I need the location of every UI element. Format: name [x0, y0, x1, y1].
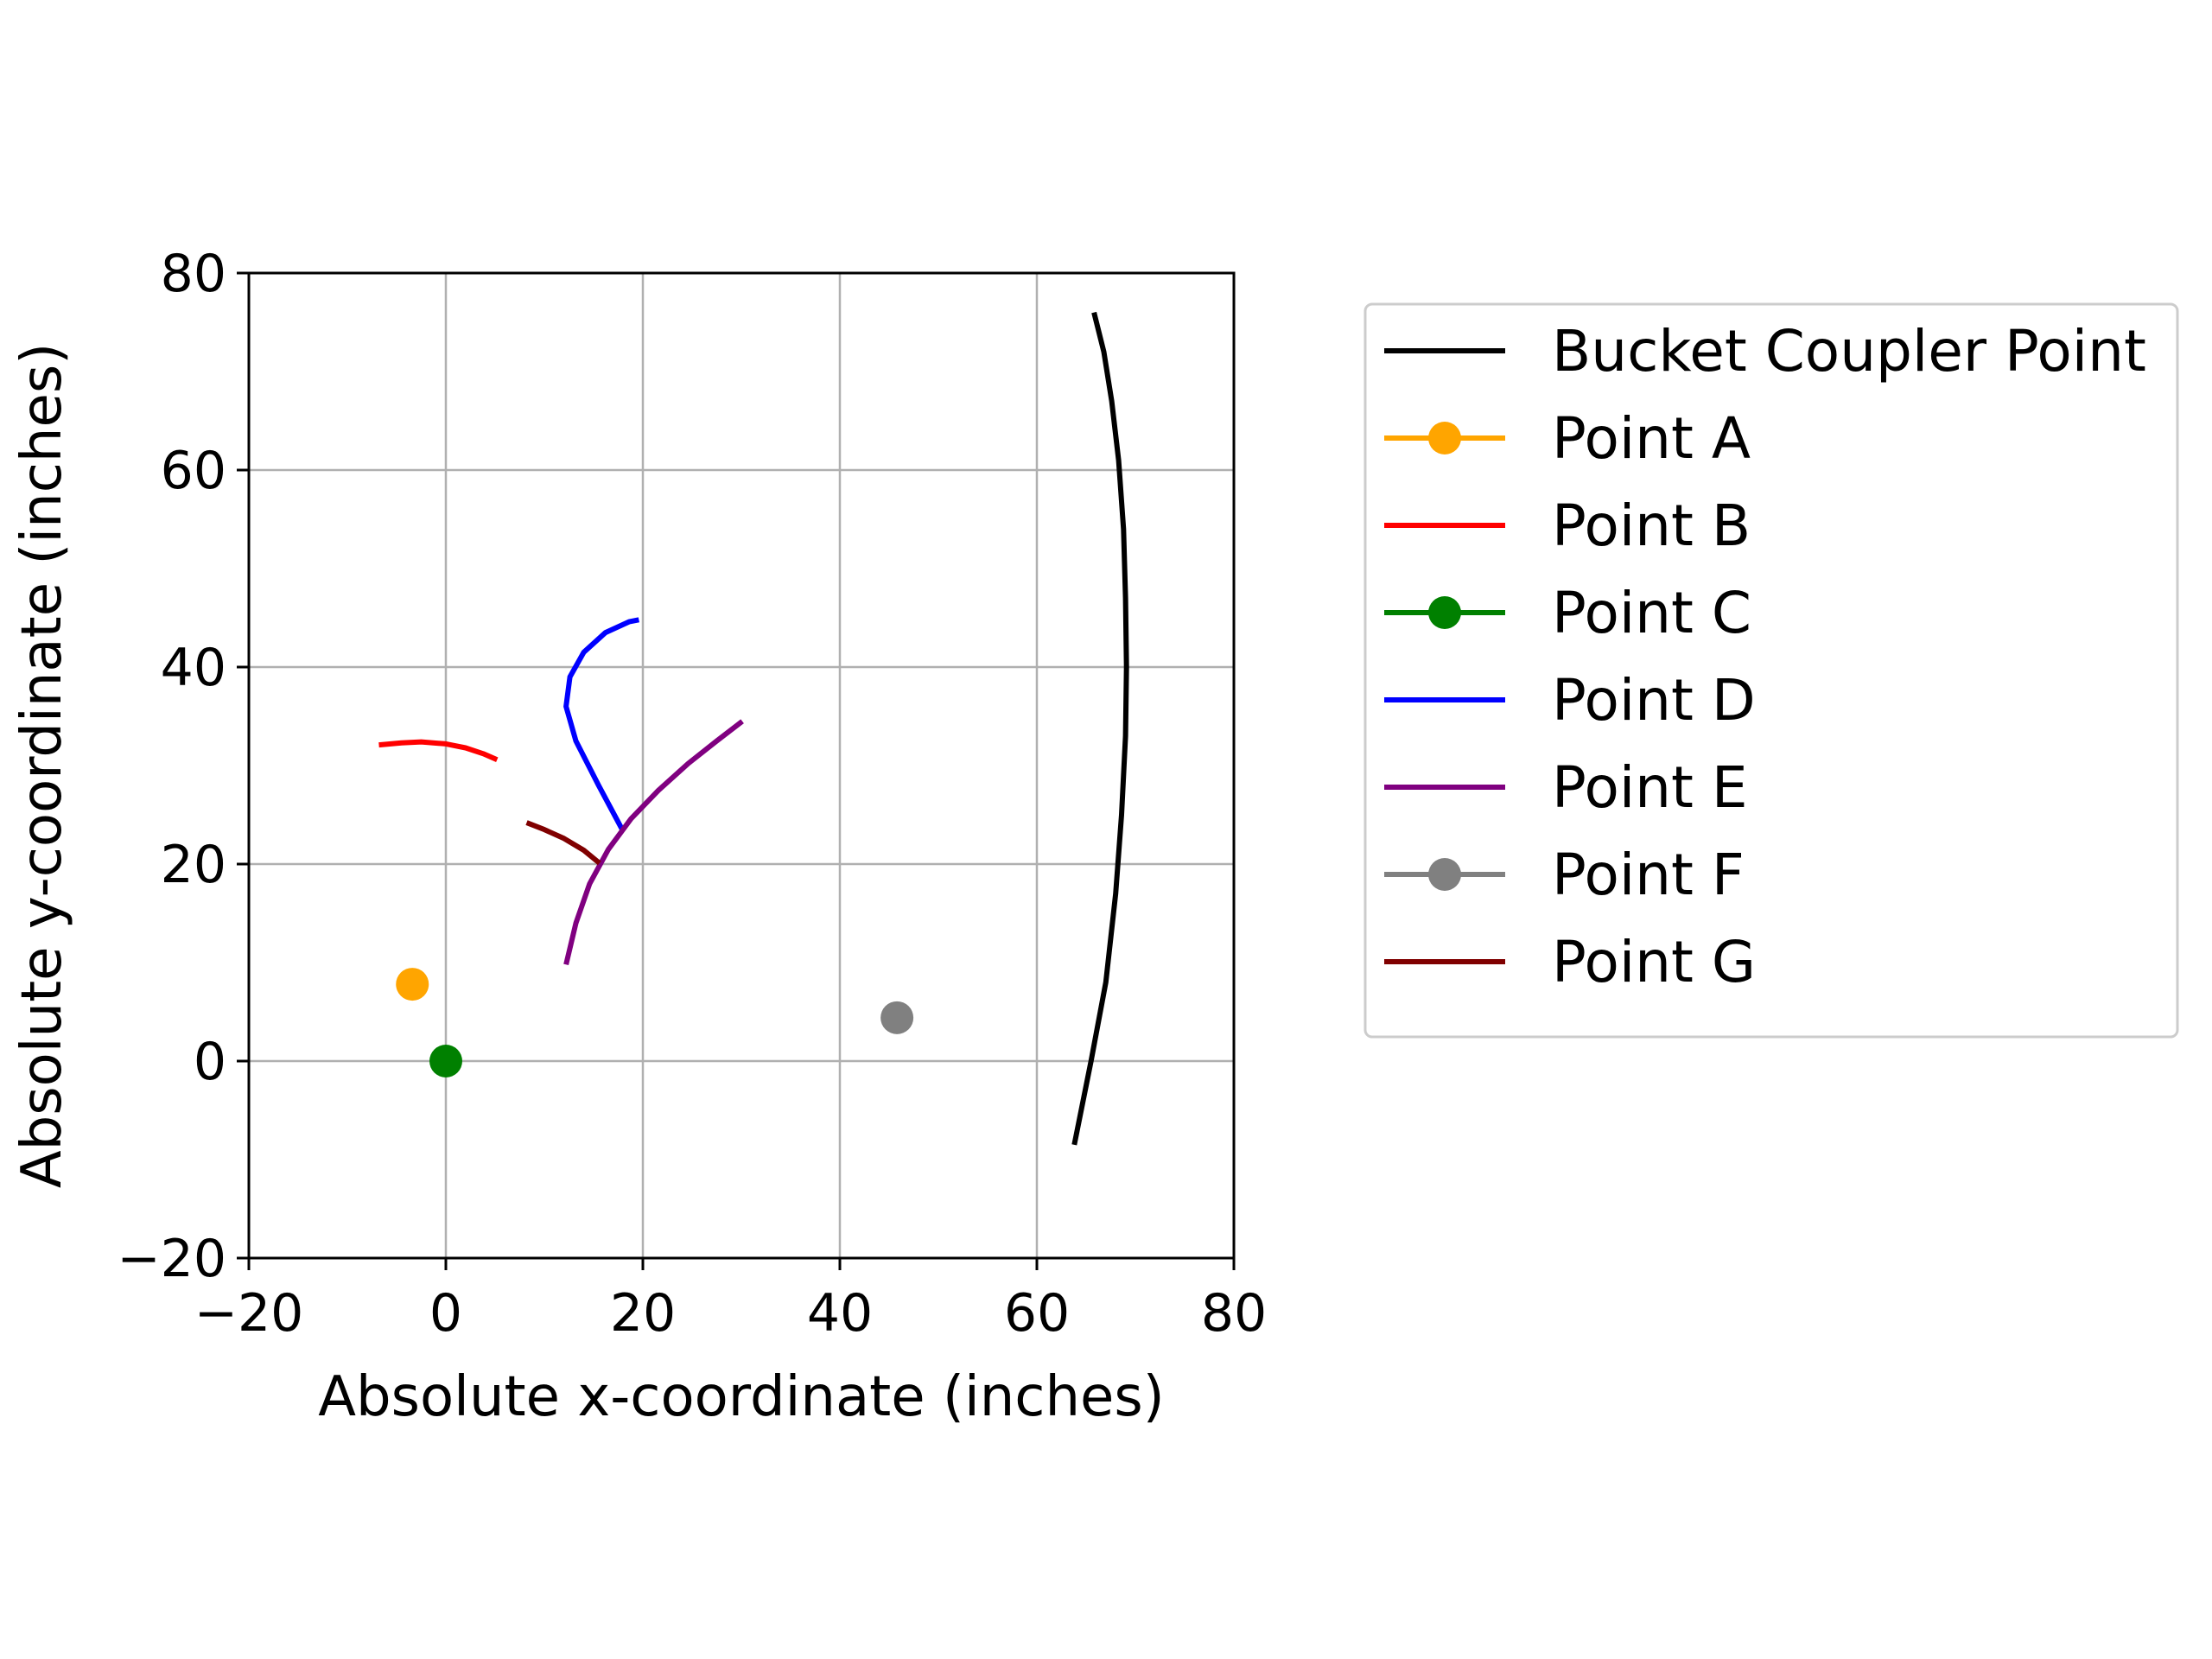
series-line-point-b	[378, 739, 499, 762]
grid-lines	[247, 271, 1236, 1260]
legend-label: Point A	[1552, 405, 1751, 472]
point-marker-point-c	[429, 1045, 462, 1077]
series-line-bucket-coupler-point	[1071, 311, 1129, 1146]
y-tick-label: 80	[161, 244, 226, 304]
x-axis-label: Absolute x-coordinate (inches)	[318, 1365, 1164, 1429]
legend-entry-point-d: Point D	[1384, 667, 1756, 734]
legend-label: Point D	[1552, 667, 1756, 734]
y-axis-label: Absolute y-coordinate (inches)	[10, 343, 74, 1188]
legend-entry-point-g: Point G	[1384, 929, 1756, 995]
legend-entry-point-c: Point C	[1384, 580, 1751, 646]
legend-label: Point G	[1552, 929, 1756, 995]
plot-frame	[247, 271, 1236, 1260]
x-tick-label: −20	[194, 1283, 304, 1344]
series-line-point-d	[563, 617, 639, 831]
series-line-point-g	[525, 820, 601, 866]
legend-entry-point-e: Point E	[1384, 754, 1748, 821]
series-lines	[378, 311, 1129, 1146]
legend-label: Point F	[1552, 842, 1745, 908]
y-tick-label: −20	[117, 1229, 226, 1289]
legend-label: Point C	[1552, 580, 1751, 646]
y-tick-label: 60	[161, 441, 226, 501]
legend: Bucket Coupler Point Point A Point B Point …	[1363, 302, 2179, 1039]
legend-entry-point-b: Point B	[1384, 493, 1751, 559]
legend-marker	[1428, 858, 1461, 891]
legend-label: Point E	[1552, 754, 1748, 821]
ticks: −20 0 20 40 60 80 −20 0 20 40 60 80	[117, 244, 1267, 1344]
legend-marker	[1428, 596, 1461, 629]
x-tick-label: 40	[807, 1283, 873, 1344]
y-tick-label: 0	[194, 1032, 226, 1092]
legend-box	[1363, 302, 2179, 1039]
point-marker-point-f	[880, 1001, 914, 1034]
x-tick-label: 80	[1201, 1283, 1267, 1344]
legend-label: Bucket Coupler Point	[1552, 318, 2146, 385]
point-marker-point-a	[396, 968, 429, 1001]
legend-entry-bucket-coupler-point: Bucket Coupler Point	[1384, 318, 2146, 385]
x-tick-label: 0	[429, 1283, 462, 1344]
legend-label: Point B	[1552, 493, 1751, 559]
x-tick-label: 20	[610, 1283, 676, 1344]
legend-marker	[1428, 422, 1461, 454]
x-tick-label: 60	[1004, 1283, 1070, 1344]
y-tick-label: 20	[161, 835, 226, 895]
series-line-point-e	[563, 719, 744, 965]
legend-entry-point-a: Point A	[1384, 405, 1751, 472]
legend-entry-point-f: Point F	[1384, 842, 1745, 908]
y-tick-label: 40	[161, 638, 226, 698]
